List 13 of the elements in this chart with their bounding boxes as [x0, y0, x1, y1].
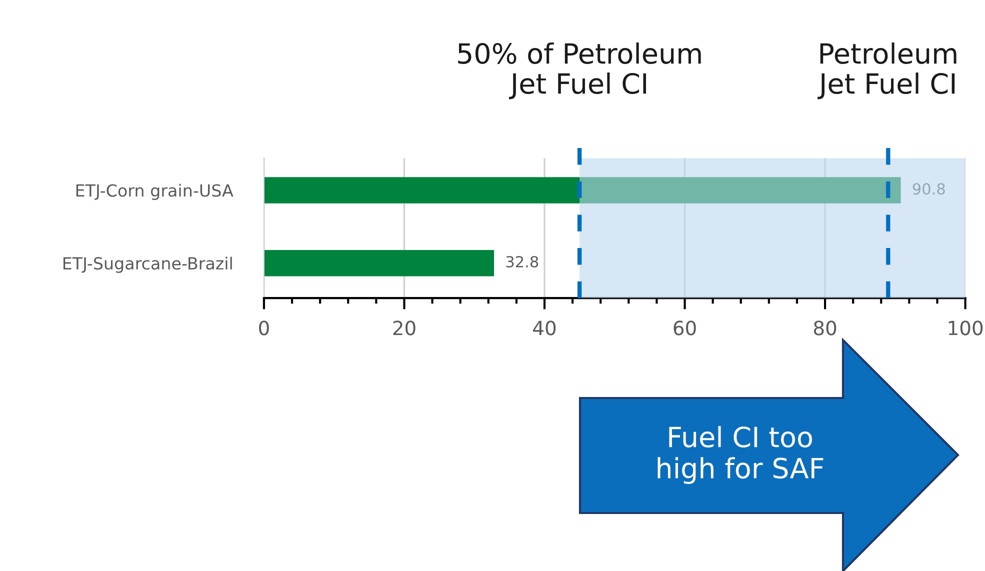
ref-line-label: Petroleum Jet Fuel CI [818, 42, 956, 100]
ref-line-label: 50% of Petroleum Jet Fuel CI [458, 42, 701, 100]
x-tick-label: 40 [533, 320, 556, 336]
y-tick-label: ETJ-Corn grain-USA [76, 184, 234, 200]
x-tick-label: 60 [674, 320, 696, 336]
text: Fuel CI too high for SAF [658, 426, 824, 484]
data-label: 32.8 [506, 256, 538, 268]
x-tick-label: 80 [814, 320, 836, 336]
data-label: 90.8 [912, 183, 945, 195]
x-tick-label: 20 [393, 320, 416, 336]
x-tick-label: 0 [259, 320, 269, 336]
x-tick-label: 100 [948, 320, 983, 336]
y-tick-label: ETJ-Sugarcane-Brazil [63, 256, 232, 273]
